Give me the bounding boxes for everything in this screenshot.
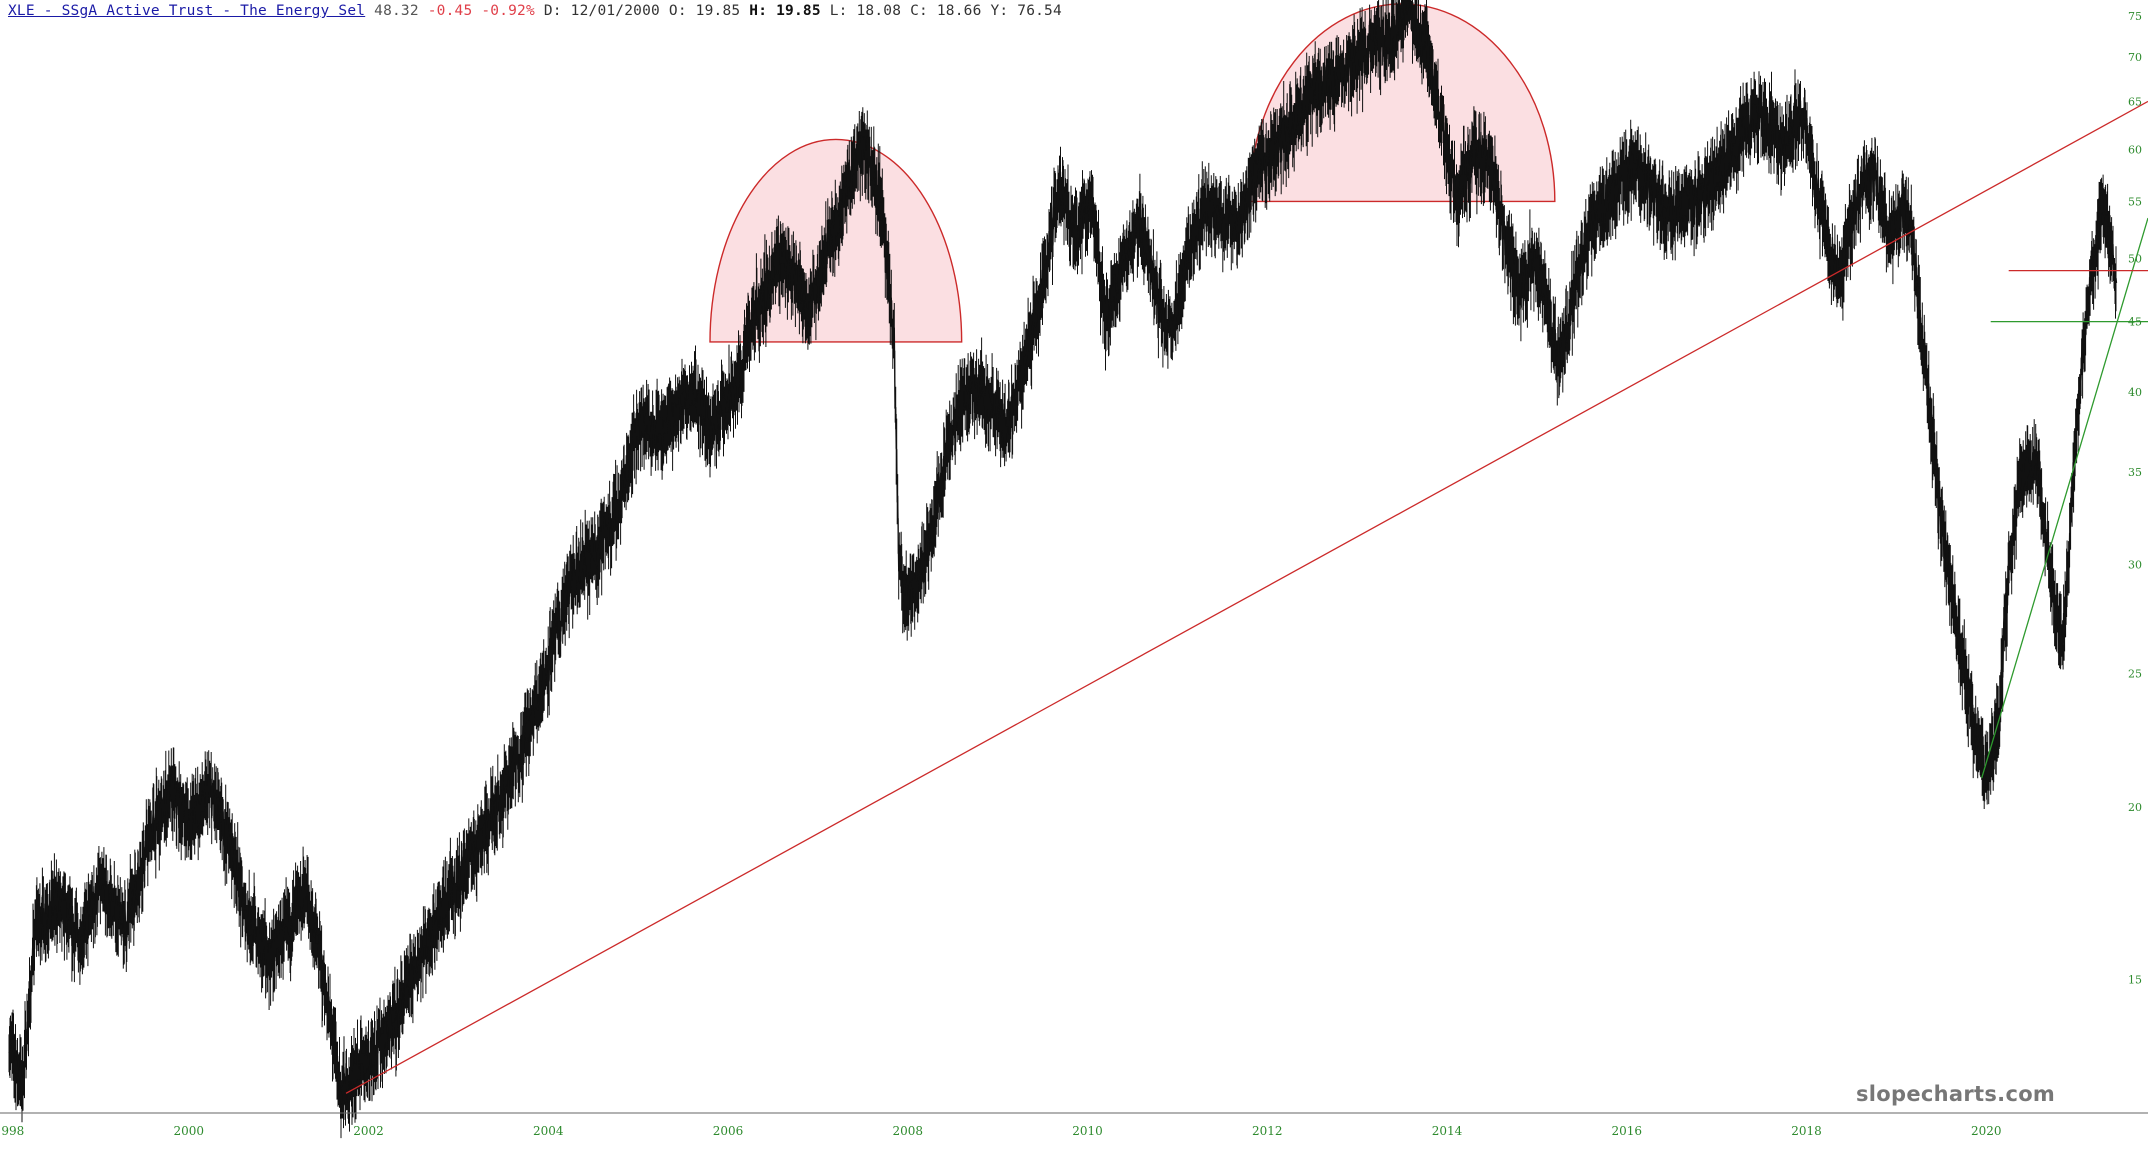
date-readout: D: 12/01/2000 (543, 3, 660, 19)
close-readout: C: 18.66 (910, 3, 982, 19)
y-tick-label: 65 (2128, 95, 2142, 108)
price-bars (8, 0, 2117, 1139)
open-readout: O: 19.85 (668, 3, 741, 19)
x-tick-label: 2006 (713, 1124, 744, 1138)
symbol-title-link[interactable]: XLE - SSgA Active Trust - The Energy Sel (8, 3, 366, 19)
high-value: 19.85 (776, 3, 821, 19)
y-tick-label: 15 (2128, 973, 2142, 986)
x-tick-label: 1998 (0, 1124, 24, 1138)
x-tick-label: 2004 (533, 1124, 564, 1138)
x-tick-label: 2002 (353, 1124, 384, 1138)
y-readout: Y: 76.54 (990, 3, 1062, 19)
y-tick-label: 20 (2128, 801, 2142, 814)
price-series-line (8, 0, 2118, 1112)
y-tick-label: 60 (2128, 143, 2142, 156)
x-tick-label: 2010 (1072, 1124, 1103, 1138)
x-tick-label: 2014 (1432, 1124, 1463, 1138)
x-tick-label: 2018 (1791, 1124, 1822, 1138)
price-change-percent: -0.92% (481, 3, 535, 19)
high-label: H: (749, 3, 768, 19)
low-readout: L: 18.08 (829, 3, 902, 19)
y-tick-label: 45 (2128, 316, 2142, 329)
price-change: -0.45 (427, 3, 473, 19)
x-tick-label: 2020 (1971, 1124, 2002, 1138)
y-tick-label: 25 (2128, 668, 2142, 681)
y-tick-label: 30 (2128, 558, 2142, 571)
last-price: 48.32 (374, 3, 419, 19)
x-tick-label: 2000 (173, 1124, 204, 1138)
y-tick-label: 75 (2128, 10, 2142, 23)
x-tick-label: 2008 (892, 1124, 923, 1138)
y-tick-label: 50 (2128, 253, 2142, 266)
y-tick-label: 70 (2128, 51, 2142, 64)
watermark-logo: slopecharts.com (1856, 1082, 2056, 1106)
x-tick-label: 2012 (1252, 1124, 1283, 1138)
x-tick-label: 2016 (1611, 1124, 1642, 1138)
chart-header: XLE - SSgA Active Trust - The Energy Sel… (8, 3, 1062, 19)
y-tick-label: 55 (2128, 195, 2142, 208)
y-tick-label: 40 (2128, 386, 2142, 399)
y-tick-label: 35 (2128, 466, 2142, 479)
trendline-2[interactable] (1981, 217, 2148, 779)
trendline-1[interactable] (345, 100, 2148, 1094)
